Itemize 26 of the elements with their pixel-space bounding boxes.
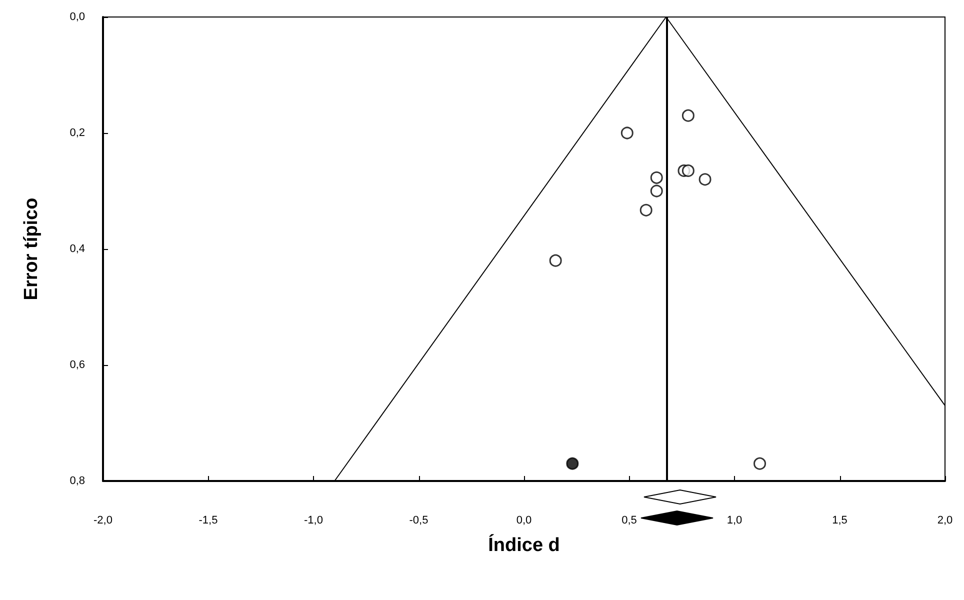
y-tick-label: 0,6 xyxy=(70,359,85,371)
point xyxy=(682,109,694,122)
point xyxy=(698,173,712,186)
y-tick-label: 0,0 xyxy=(70,11,85,23)
x-tick-label: 0,0 xyxy=(516,514,532,526)
y-tick-label: 0,8 xyxy=(70,475,85,487)
point xyxy=(650,184,663,198)
x-axis-title: Índice d xyxy=(488,534,560,556)
point xyxy=(620,126,634,140)
x-tick-label: -2,0 xyxy=(94,514,112,526)
x-tick-label: -1,5 xyxy=(198,514,218,526)
y-tick-label: 0,4 xyxy=(70,243,85,255)
point xyxy=(682,164,694,177)
x-tick-label: 1,5 xyxy=(832,514,848,526)
x-tick-label: -1,0 xyxy=(304,514,323,526)
point xyxy=(549,254,562,267)
y-tick-label: 0,2 xyxy=(70,127,85,139)
point xyxy=(566,457,579,470)
point xyxy=(650,171,663,184)
x-tick-label: 1,0 xyxy=(726,514,742,526)
point xyxy=(754,457,766,470)
x-tick-label: 0,5 xyxy=(622,514,637,526)
point xyxy=(640,204,652,216)
x-tick-label: -0,5 xyxy=(409,514,428,526)
x-tick-label: 2,0 xyxy=(937,514,953,526)
y-axis-title: Error típico xyxy=(21,198,42,300)
